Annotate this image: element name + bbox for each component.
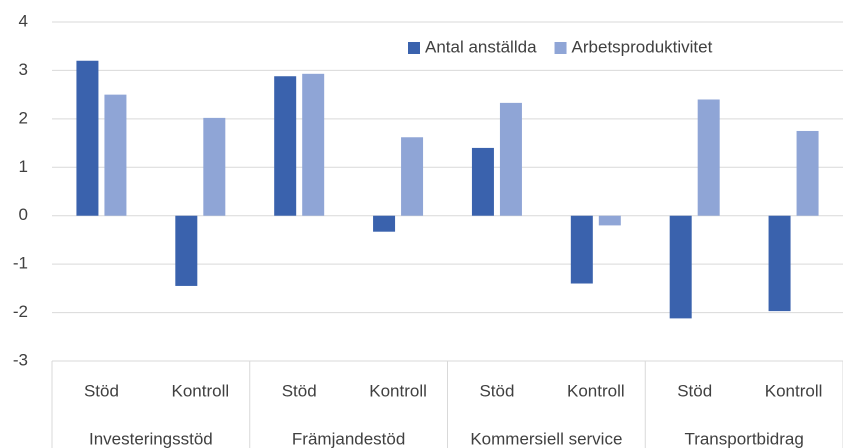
legend-swatch [554,42,567,54]
bar [76,60,99,216]
x-tick-label: Stöd [84,381,119,400]
group-label: Investeringsstöd [89,429,213,448]
bar [768,215,791,312]
y-tick-label: 0 [19,205,28,224]
bar [302,73,325,216]
legend-label: Antal anställda [425,37,537,56]
x-tick-label: Stöd [282,381,317,400]
bar [796,130,819,216]
bar [669,215,692,319]
bar [175,215,198,286]
x-tick-label: Stöd [479,381,514,400]
x-tick-label: Stöd [677,381,712,400]
x-tick-label: Kontroll [567,381,625,400]
y-tick-label: 1 [19,157,28,176]
y-tick-label: -2 [13,302,28,321]
bar [598,215,621,226]
legend-background [385,30,817,68]
group-label: Främjandestöd [292,429,405,448]
group-label: Transportbidrag [684,429,803,448]
bar [274,76,297,216]
y-tick-label: 2 [19,108,28,127]
bar [570,215,593,284]
legend-label: Arbetsproduktivitet [572,37,713,56]
bar [203,117,226,216]
y-tick-label: -1 [13,254,28,273]
bar [401,137,424,216]
bar [499,102,522,216]
group-label: Kommersiell service [470,429,622,448]
bar [697,99,720,216]
y-tick-label: -3 [13,350,28,369]
x-tick-label: Kontroll [171,381,229,400]
x-tick-label: Kontroll [369,381,427,400]
x-tick-label: Kontroll [765,381,823,400]
y-tick-label: 3 [19,60,28,79]
y-tick-label: 4 [19,11,28,30]
legend-swatch [408,42,420,54]
bar [373,215,396,232]
bar [104,94,127,216]
bar [471,147,494,216]
